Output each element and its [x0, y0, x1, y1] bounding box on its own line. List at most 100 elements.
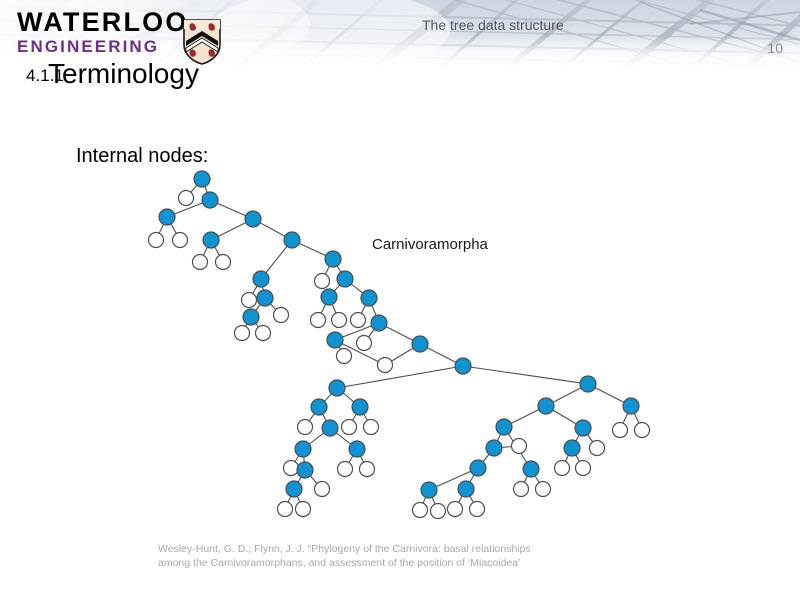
tree-edge	[321, 258, 334, 282]
tree-internal-node	[193, 170, 211, 188]
tree-edge	[209, 199, 254, 220]
tree-edge	[503, 426, 532, 470]
tree-edge	[199, 239, 212, 263]
tree-internal-node	[370, 314, 388, 332]
tree-internal-node	[158, 208, 176, 226]
tree-edge	[493, 445, 520, 449]
tree-internal-node	[244, 210, 262, 228]
tree-edge	[530, 468, 544, 490]
tree-edge	[250, 316, 264, 334]
tree-edge	[260, 278, 266, 299]
header-section-title: The tree data structure	[422, 17, 564, 33]
tree-internal-node	[420, 481, 438, 499]
tree-edge	[344, 278, 370, 299]
tree-internal-node	[579, 375, 597, 393]
tree-edge	[336, 365, 464, 389]
tree-edge	[155, 216, 168, 241]
tree-leaf-node	[276, 500, 294, 518]
tree-internal-node	[522, 460, 540, 478]
uwaterloo-shield-icon	[183, 19, 221, 65]
tree-edge	[302, 427, 331, 450]
tree-edge-group	[155, 178, 643, 512]
tree-edge	[384, 343, 421, 366]
architecture-texture-banner	[0, 0, 800, 68]
tree-leaf-node	[147, 231, 165, 249]
tree-edge	[520, 468, 532, 490]
tree-node-group	[147, 170, 651, 520]
tree-edge	[428, 489, 439, 512]
tree-internal-node	[242, 308, 260, 326]
tree-edge	[378, 322, 421, 345]
tree-leaf-node	[633, 421, 651, 439]
tree-leaf-node	[510, 437, 528, 455]
tree-edge	[293, 469, 306, 490]
tree-leaf-node	[574, 459, 592, 477]
tree-leaf-node	[349, 311, 367, 329]
tree-edge	[571, 427, 584, 449]
tree-internal-node	[256, 289, 274, 307]
tree-edge	[336, 387, 361, 408]
waterloo-brand: WATERLOO ENGINEERING	[17, 8, 189, 57]
tree-leaf-node	[355, 334, 373, 352]
brand-engineering-text: ENGINEERING	[17, 37, 160, 56]
tree-leaf-node	[588, 439, 606, 457]
tree-leaf-node	[233, 324, 251, 342]
tree-leaf-node	[313, 480, 331, 498]
tree-edge	[302, 448, 306, 471]
tree-leaf-node	[335, 347, 353, 365]
tree-internal-node	[321, 419, 339, 437]
tree-edge	[329, 427, 358, 450]
tree-internal-node	[201, 191, 219, 209]
clade-label-carnivoramorpha: Carnivoramorpha	[372, 236, 488, 253]
tree-internal-node	[411, 335, 429, 353]
tree-edge	[582, 427, 598, 449]
tree-edge	[630, 405, 643, 431]
tree-edge	[344, 448, 358, 470]
tree-internal-node	[202, 231, 220, 249]
tree-internal-node	[351, 398, 369, 416]
tree-internal-node	[454, 357, 472, 375]
slide-section-number: 4.1.1	[26, 66, 64, 85]
tree-internal-node	[457, 480, 475, 498]
tree-edge	[503, 405, 547, 428]
tree-edge	[334, 339, 345, 357]
tree-internal-node	[283, 231, 301, 249]
tree-internal-node	[296, 461, 314, 479]
tree-internal-node	[294, 440, 312, 458]
tree-leaf-node	[534, 480, 552, 498]
tree-internal-node	[574, 419, 592, 437]
tree-edge	[318, 387, 338, 408]
tree-leaf-node	[240, 291, 258, 309]
tree-internal-node	[285, 480, 303, 498]
banner-left-fade	[0, 0, 300, 68]
tree-leaf-node	[358, 460, 376, 478]
citation-line-1: Wesley-Hunt, G. D.; Flynn, J. J. “Phylog…	[158, 543, 531, 555]
tree-internal-node	[310, 398, 328, 416]
tree-edge	[561, 447, 573, 469]
tree-edge	[454, 488, 467, 510]
tree-edge	[571, 447, 584, 469]
tree-leaf-node	[411, 501, 429, 519]
tree-internal-node	[320, 288, 338, 306]
tree-edge	[363, 322, 380, 344]
tree-edge	[210, 239, 224, 263]
tree-edge	[185, 178, 203, 199]
tree-leaf-node	[376, 356, 394, 374]
tree-edge	[293, 488, 304, 510]
tree-leaf-node	[171, 231, 189, 249]
tree-leaf-node	[362, 418, 380, 436]
tree-edge	[264, 297, 282, 316]
tree-internal-node	[469, 459, 487, 477]
tree-edge	[545, 405, 584, 429]
tree-leaf-node	[336, 460, 354, 478]
tree-leaf-node	[254, 324, 272, 342]
brand-waterloo-text: WATERLOO	[17, 7, 189, 37]
tree-edge	[334, 322, 380, 341]
tree-internal-node	[360, 289, 378, 307]
tree-internal-node	[336, 270, 354, 288]
tree-edge	[166, 199, 211, 218]
tree-edge	[619, 405, 632, 431]
tree-edge	[328, 278, 346, 298]
tree-leaf-node	[611, 421, 629, 439]
tree-edge	[368, 297, 380, 324]
